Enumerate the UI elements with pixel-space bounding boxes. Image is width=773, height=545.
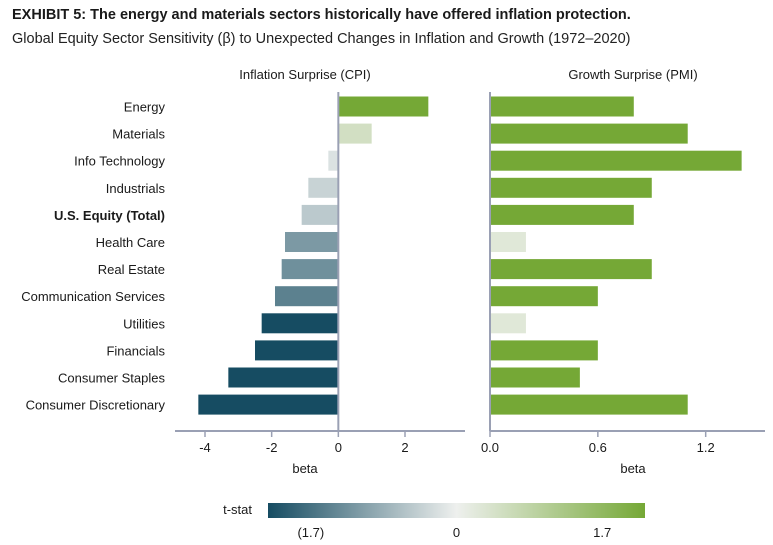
legend-label: t-stat <box>223 502 252 517</box>
bar-inflation <box>228 367 339 388</box>
bar-growth <box>490 367 580 388</box>
bar-inflation <box>338 96 429 117</box>
category-label: Utilities <box>123 316 165 331</box>
category-label: Materials <box>112 127 165 142</box>
bar-inflation <box>275 286 339 307</box>
x-tick-label-growth: 1.2 <box>697 440 715 455</box>
category-label: U.S. Equity (Total) <box>54 208 165 223</box>
bar-inflation <box>281 259 339 280</box>
category-label: Financials <box>106 343 165 358</box>
panel-title-inflation: Inflation Surprise (CPI) <box>239 67 371 82</box>
bar-growth <box>490 96 634 117</box>
chart-subtitle: Global Equity Sector Sensitivity (β) to … <box>12 31 631 47</box>
legend-tick-label: 1.7 <box>593 525 611 540</box>
x-tick-label-growth: 0.6 <box>589 440 607 455</box>
legend-colorbar <box>268 503 645 518</box>
category-label: Real Estate <box>98 262 165 277</box>
category-label: Industrials <box>106 181 166 196</box>
bar-inflation <box>338 123 372 144</box>
bar-growth <box>490 259 652 280</box>
bar-growth <box>490 232 526 252</box>
category-label: Health Care <box>96 235 165 250</box>
bar-inflation <box>308 177 339 198</box>
bar-growth <box>490 394 688 415</box>
category-label: Consumer Discretionary <box>26 398 166 413</box>
bar-growth <box>490 177 652 198</box>
legend-tick-label: (1.7) <box>297 525 324 540</box>
category-label: Info Technology <box>74 154 165 169</box>
bar-growth <box>490 123 688 144</box>
x-axis-label-growth: beta <box>620 461 646 476</box>
bar-growth <box>490 340 598 361</box>
bar-inflation <box>198 394 339 415</box>
x-tick-label-growth: 0.0 <box>481 440 499 455</box>
category-label: Communication Services <box>21 289 165 304</box>
bar-growth <box>490 286 598 307</box>
panel-title-growth: Growth Surprise (PMI) <box>568 67 697 82</box>
bar-inflation <box>285 232 339 252</box>
chart-title: EXHIBIT 5: The energy and materials sect… <box>12 7 631 23</box>
x-tick-label-inflation: -2 <box>266 440 278 455</box>
bar-growth <box>490 204 634 225</box>
category-label: Energy <box>124 100 166 115</box>
bar-inflation <box>261 313 339 334</box>
category-label: Consumer Staples <box>58 371 165 386</box>
bar-inflation <box>301 204 339 225</box>
x-tick-label-inflation: -4 <box>199 440 211 455</box>
x-axis-label-inflation: beta <box>292 461 318 476</box>
bar-inflation <box>255 340 339 361</box>
x-tick-label-inflation: 0 <box>335 440 342 455</box>
bar-inflation <box>328 150 339 171</box>
bar-growth <box>490 313 526 334</box>
bar-growth <box>490 150 742 171</box>
x-tick-label-inflation: 2 <box>401 440 408 455</box>
legend-tick-label: 0 <box>453 525 460 540</box>
